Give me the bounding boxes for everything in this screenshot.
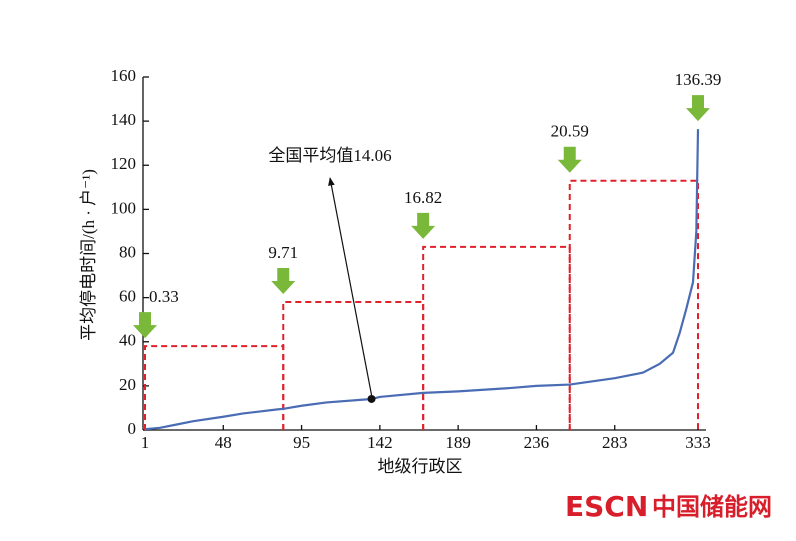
- y-tick-label: 20: [119, 375, 136, 394]
- y-tick-label: 160: [111, 66, 137, 85]
- marker-arrow: [686, 95, 710, 122]
- marker-label: 136.39: [675, 70, 722, 89]
- marker-arrow: [411, 212, 436, 239]
- x-tick-label: 1: [141, 433, 150, 452]
- annotation-text: 全国平均值14.06: [268, 146, 391, 165]
- y-tick-label: 40: [119, 331, 136, 350]
- x-tick-label: 48: [215, 433, 232, 452]
- marker-arrow: [557, 146, 582, 173]
- y-tick-label: 80: [119, 242, 136, 261]
- x-tick-label: 142: [367, 433, 393, 452]
- y-tick-label: 120: [111, 154, 137, 173]
- marker-arrow: [271, 268, 296, 295]
- annotation-arrow: [328, 177, 373, 396]
- marker-label: 9.71: [268, 243, 298, 262]
- data-line: [144, 129, 700, 431]
- marker-label: 0.33: [149, 287, 179, 306]
- marker-arrow: [133, 312, 157, 339]
- average-point: [367, 394, 376, 403]
- x-tick-label: 236: [524, 433, 550, 452]
- dashed-band: [282, 301, 425, 430]
- watermark-brand: ESCN: [565, 490, 648, 523]
- watermark-name: 中国储能网: [652, 493, 772, 521]
- x-axis-label: 地级行政区: [378, 457, 463, 476]
- marker-label: 20.59: [551, 122, 589, 141]
- y-tick-label: 100: [111, 198, 137, 217]
- y-axis-label: 平均停电时间/(h · 户⁻¹): [79, 169, 98, 341]
- x-tick-label: 189: [445, 433, 471, 452]
- y-tick-label: 0: [128, 419, 137, 438]
- y-tick-label: 60: [119, 287, 136, 306]
- dashed-band: [422, 245, 571, 430]
- dashed-band: [568, 179, 699, 430]
- y-tick-label: 140: [111, 110, 137, 129]
- x-tick-label: 283: [602, 433, 628, 452]
- x-tick-label: 333: [685, 433, 711, 452]
- x-tick-label: 95: [293, 433, 310, 452]
- marker-label: 16.82: [404, 188, 442, 207]
